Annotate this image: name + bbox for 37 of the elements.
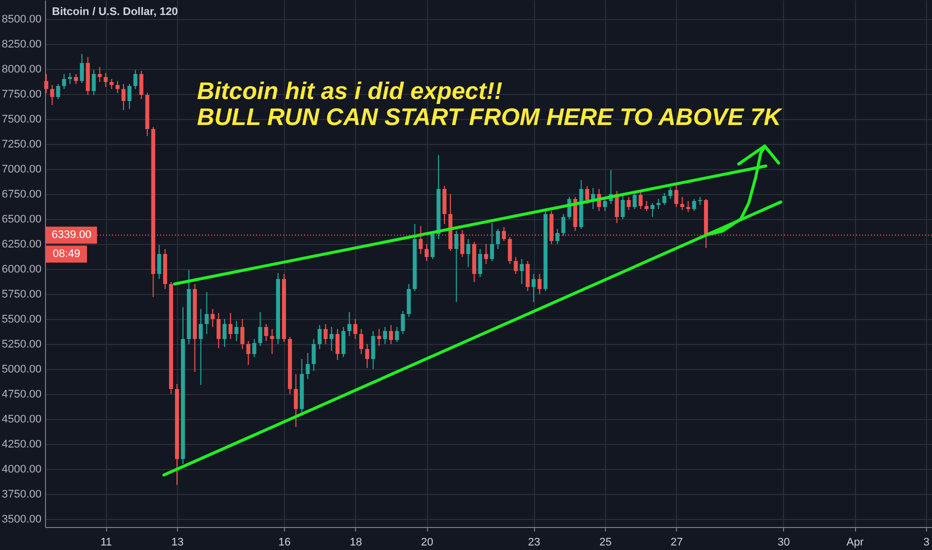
y-tick-label: 4000.00 bbox=[2, 464, 42, 476]
x-tick-label: 25 bbox=[599, 536, 612, 548]
x-tick-label: 11 bbox=[100, 536, 112, 548]
y-tick-label: 4750.00 bbox=[2, 388, 42, 400]
x-tick-label: Apr bbox=[846, 536, 864, 548]
y-tick-label: 5500.00 bbox=[2, 314, 42, 326]
y-tick-label: 8000.00 bbox=[2, 64, 42, 76]
y-tick-label: 5000.00 bbox=[2, 364, 42, 376]
x-tick-label: 3 bbox=[923, 536, 930, 548]
y-tick-label: 7750.00 bbox=[2, 88, 42, 100]
x-tick-label: 20 bbox=[421, 536, 434, 548]
annotation: 08:49 bbox=[52, 248, 80, 260]
y-tick-label: 5250.00 bbox=[2, 338, 42, 350]
y-tick-label: 8250.00 bbox=[2, 38, 42, 50]
x-tick-label: 27 bbox=[670, 536, 683, 548]
y-tick-label: 6500.00 bbox=[2, 214, 42, 226]
y-tick-label: 5750.00 bbox=[2, 288, 42, 300]
y-tick-label: 7000.00 bbox=[2, 164, 42, 176]
ref-line-label: 6339.00 bbox=[52, 229, 92, 242]
y-tick-label: 8500.00 bbox=[2, 14, 42, 26]
annotation: Bitcoin hit as i did expect!! bbox=[197, 78, 502, 105]
annotation: BULL RUN CAN START FROM HERE TO ABOVE 7K bbox=[197, 104, 783, 131]
x-tick-label: 23 bbox=[528, 536, 540, 548]
y-tick-label: 6000.00 bbox=[2, 264, 42, 276]
x-tick-label: 16 bbox=[278, 536, 291, 548]
y-tick-label: 3500.00 bbox=[2, 514, 42, 526]
text: Bitcoin / U.S. Dollar, 120 bbox=[52, 6, 178, 18]
y-tick-label: 7500.00 bbox=[2, 114, 42, 126]
x-tick-label: 13 bbox=[171, 536, 184, 548]
y-tick-label: 6750.00 bbox=[2, 188, 42, 200]
y-tick-label: 7250.00 bbox=[2, 138, 42, 150]
x-tick-label: 30 bbox=[778, 536, 790, 548]
x-tick-label: 18 bbox=[350, 536, 362, 548]
y-tick-label: 3750.00 bbox=[2, 488, 42, 500]
y-tick-label: 6250.00 bbox=[2, 238, 42, 250]
y-tick-label: 4500.00 bbox=[2, 414, 42, 426]
y-tick-label: 4250.00 bbox=[2, 438, 42, 450]
